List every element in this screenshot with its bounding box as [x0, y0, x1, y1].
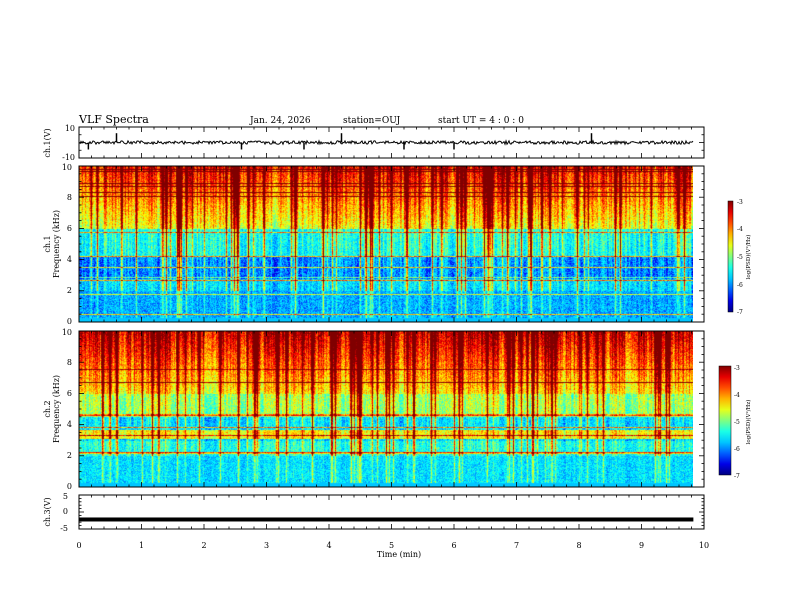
figure-title: VLF Spectra [78, 113, 149, 126]
ch2-yticks: 0 2 4 6 8 10 [62, 328, 72, 491]
ch2-ytick-10: 10 [62, 328, 72, 337]
ch2-spectrogram-image [79, 331, 693, 487]
ch1-ytick-4: 4 [67, 255, 72, 264]
ch2-ytick-2: 2 [67, 451, 72, 460]
ch2-ytick-0: 0 [67, 482, 72, 491]
station-label: station=OUJ [343, 116, 401, 126]
x-tick-labels: 0 1 2 3 4 5 6 7 8 9 10 [76, 541, 709, 550]
ch1-cb-tick-m3: -3 [737, 199, 743, 206]
ch2-cb-tick-m3: -3 [734, 365, 740, 372]
x-tick-label-4: 4 [326, 541, 331, 550]
ch3-ytick-top: 5 [63, 492, 68, 501]
ch2-ytick-8: 8 [67, 358, 72, 367]
ch2-colorbar [719, 366, 731, 475]
ch1-ytick-top: 10 [65, 124, 75, 133]
ch1-cb-tick-m5: -5 [737, 254, 743, 261]
ch1-colorbar [728, 201, 733, 312]
ch1-yticks: 0 2 4 6 8 10 [62, 163, 72, 326]
ch1-trace [79, 139, 694, 146]
ch2-colorbar-frame [718, 365, 732, 476]
ch2-cb-tick-m4: -4 [734, 392, 740, 399]
x-tick-label-1: 1 [139, 541, 144, 550]
ch1-colorbar-label: log(PSD)(V²/Hz) [745, 235, 752, 280]
date-label: Jan. 24, 2026 [249, 116, 311, 126]
ch3-ytick-mid: 0 [63, 507, 68, 516]
x-tick-label-7: 7 [514, 541, 519, 550]
ch1-ytick-8: 8 [67, 193, 72, 202]
ch2-colorbar-label: log(PSD)(V²/Hz) [745, 400, 752, 445]
ch3-ylabel: ch.3(V) [43, 497, 52, 526]
ch3-ytick-bottom: -5 [60, 524, 68, 533]
ch1-spectrogram-image [79, 166, 693, 322]
ch1-colorbar-frame [727, 200, 734, 313]
start-time-label: start UT = 4 : 0 : 0 [438, 116, 524, 126]
ch2-ytick-6: 6 [67, 389, 72, 398]
x-tick-label-9: 9 [639, 541, 644, 550]
ch2-ylabel-frequency: Frequency (kHz) [52, 375, 61, 443]
ch1-ylabel-channel: ch.1 [43, 235, 52, 252]
x-tick-label-10: 10 [699, 541, 709, 550]
ch2-ytick-4: 4 [67, 420, 72, 429]
ch1-ylabel: ch.1(V) [43, 128, 52, 157]
x-tick-label-6: 6 [451, 541, 456, 550]
x-tick-label-3: 3 [264, 541, 269, 550]
ch1-ytick-bottom: -10 [62, 153, 75, 162]
ch1-spikes [87, 133, 593, 150]
ch1-ytick-0: 0 [67, 317, 72, 326]
ch2-spectrogram-panel: 0 2 4 6 8 10 ch.2 Frequency (kHz) -3 -4 … [43, 328, 752, 491]
ch1-cb-tick-m4: -4 [737, 226, 743, 233]
ch2-cb-tick-m6: -6 [734, 446, 740, 453]
x-tick-label-0: 0 [76, 541, 81, 550]
ch3-waveform-panel: 5 0 -5 ch.3(V) [43, 492, 705, 533]
ch2-ylabel-channel: ch.2 [43, 400, 52, 417]
ch1-ytick-2: 2 [67, 286, 72, 295]
x-tick-label-5: 5 [389, 541, 394, 550]
ch1-spectrogram-panel: 0 2 4 6 8 10 ch.1 Frequency (kHz) -3 -4 … [43, 163, 752, 326]
ch1-cb-tick-m7: -7 [737, 309, 743, 316]
x-axis-label: Time (min) [377, 550, 421, 559]
ch1-ytick-10: 10 [62, 163, 72, 172]
ch1-ytick-6: 6 [67, 224, 72, 233]
x-tick-label-8: 8 [576, 541, 581, 550]
x-tick-label-2: 2 [201, 541, 206, 550]
ch2-cb-tick-m5: -5 [734, 419, 740, 426]
ch1-cb-tick-m6: -6 [737, 282, 743, 289]
ch3-trace [79, 517, 694, 522]
ch1-ylabel-frequency: Frequency (kHz) [52, 210, 61, 278]
axis-tickmarks [78, 126, 705, 530]
ch2-cb-tick-m7: -7 [734, 473, 740, 480]
ch3-waveform-frame [78, 494, 705, 530]
ch1-waveform-panel: 10 -10 ch.1(V) [43, 124, 705, 162]
